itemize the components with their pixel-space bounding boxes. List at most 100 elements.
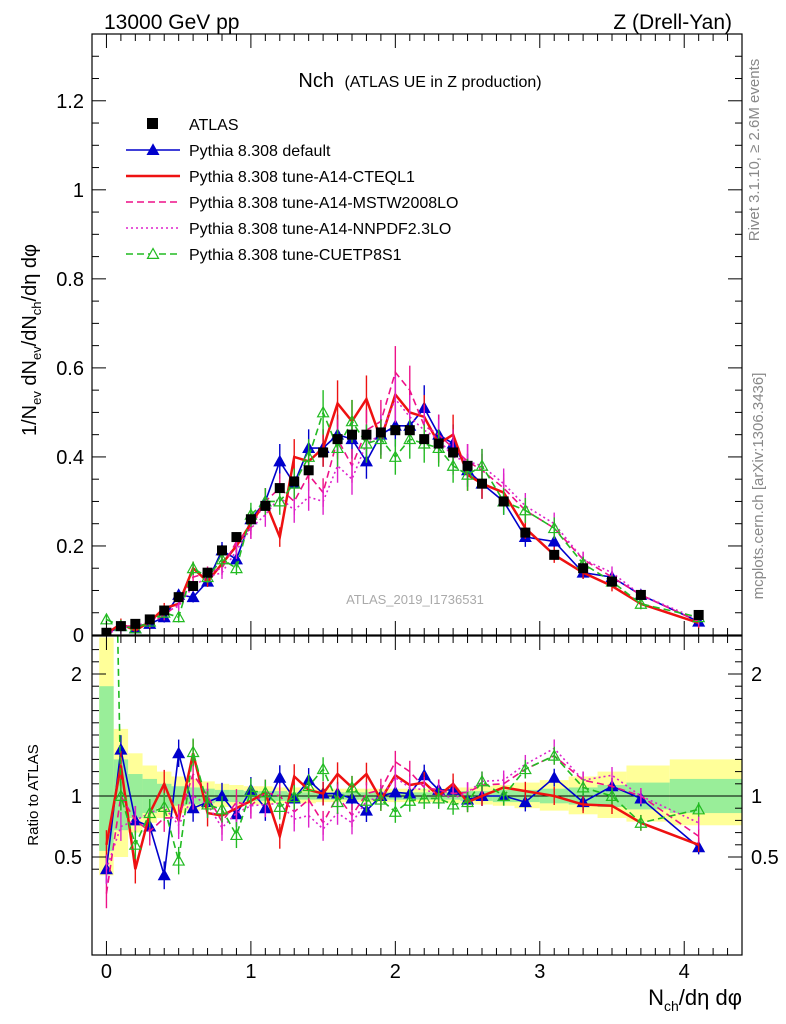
data-point — [217, 545, 227, 556]
ratio-data-point — [359, 794, 373, 806]
data-point — [518, 503, 532, 516]
ratio-series-line — [105, 754, 700, 894]
data-point — [461, 467, 475, 480]
upper-panel: 0 0.2 0.4 0.6 0.8 1 1.2 Nch (ATLAS UE in Z pro… — [19, 33, 743, 647]
ratio-axes: 0.5 0.5 1 1 2 2 — [54, 649, 779, 870]
data-point — [345, 414, 359, 427]
ratio-data-point — [258, 785, 272, 798]
ratio-series-layer — [99, 59, 706, 909]
data-point — [547, 534, 561, 547]
header-energy: 13000 GeV pp — [104, 11, 239, 34]
ratio-series-line — [105, 749, 700, 876]
ratio-series-line — [105, 747, 700, 870]
analysis-watermark: ATLAS_2019_I1736531 — [346, 592, 484, 607]
data-point — [231, 532, 242, 543]
data-point — [475, 459, 489, 471]
ratio-data-point — [403, 794, 417, 806]
ratio-data-point — [101, 59, 112, 69]
y-tick-label: 1.2 — [56, 91, 84, 113]
ratio-data-point — [417, 791, 431, 804]
ratio-data-point — [273, 800, 287, 812]
data-point — [331, 441, 345, 454]
ratio-data-point — [497, 789, 511, 802]
rivet-label-text: Rivet 3.1.10, ≥ 2.6M events — [746, 59, 763, 242]
ratio-data-point — [331, 795, 345, 808]
ratio-data-point — [215, 802, 229, 815]
ratio-data-point — [547, 770, 561, 783]
ratio-data-point — [316, 762, 330, 775]
legend-marker — [146, 143, 160, 155]
x-tick-label: 3 — [534, 961, 545, 983]
data-point — [273, 494, 287, 507]
ratio-data-point — [518, 762, 532, 775]
ratio-data-point — [547, 749, 561, 761]
data-point — [173, 592, 184, 603]
ratio-y-label-text: Ratio to ATLAS — [25, 744, 42, 845]
data-point — [634, 597, 648, 609]
legend-marker — [147, 118, 158, 129]
ratio-y-tick-label-right: 0.5 — [751, 847, 779, 869]
series-atlas — [101, 425, 704, 635]
data-point — [404, 425, 415, 436]
ratio-data-point — [475, 774, 489, 787]
header-process: Z (Drell-Yan) — [613, 11, 732, 34]
data-point — [446, 459, 460, 471]
data-point — [607, 576, 617, 587]
ratio-data-point — [634, 816, 648, 828]
rivet-label: Rivet 3.1.10, ≥ 2.6M events — [746, 59, 763, 242]
ratio-data-point — [388, 805, 402, 817]
ratio-band-inner — [99, 686, 114, 851]
data-point — [390, 425, 401, 436]
data-point — [260, 500, 271, 511]
legend-label: Pythia 8.308 tune-A14-NNPDF2.3LO — [189, 221, 451, 238]
legend-entry: Pythia 8.308 default — [126, 143, 331, 160]
data-point — [289, 476, 300, 487]
data-point — [403, 432, 417, 445]
ratio-y-label: Ratio to ATLAS — [25, 744, 42, 845]
data-point — [186, 561, 200, 574]
ratio-data-point — [172, 746, 186, 759]
ratio-data-point — [374, 792, 388, 805]
ratio-data-point — [388, 785, 402, 798]
legend-entry: Pythia 8.308 tune-CUETP8S1 — [126, 247, 402, 264]
series-pythia-8-308-tune-cuetp8s1 — [99, 390, 706, 634]
legend: ATLAS Pythia 8.308 default Pythia 8.308 tu… — [126, 117, 458, 264]
legend-entry: Pythia 8.308 tune-A14-MSTW2008LO — [126, 195, 458, 212]
data-point — [215, 552, 229, 565]
ratio-data-point — [114, 789, 128, 802]
ratio-y-tick-label: 0.5 — [54, 847, 82, 869]
data-point — [130, 618, 141, 629]
ratio-data-point — [518, 795, 532, 808]
data-point — [202, 567, 213, 578]
legend-label: ATLAS — [189, 117, 239, 134]
ratio-data-point — [287, 790, 301, 803]
y-axis-label: 1/Nev dNev/dNch/dη dφ — [19, 244, 44, 436]
ratio-data-point — [273, 770, 287, 783]
ratio-data-point — [229, 828, 243, 841]
data-point — [433, 438, 444, 449]
data-point — [520, 527, 531, 538]
x-axis: 0 1 2 3 4 — [91, 34, 743, 983]
mcplots-label-text: mcplots.cern.ch [arXiv:1306.3436] — [750, 373, 767, 600]
data-point — [144, 614, 155, 625]
ratio-data-point — [128, 838, 142, 850]
data-point — [388, 450, 402, 462]
data-point — [448, 447, 459, 458]
data-point — [547, 521, 561, 534]
data-point — [274, 483, 285, 494]
x-tick-label: 0 — [101, 961, 112, 983]
ratio-data-point — [446, 797, 460, 810]
data-point — [229, 561, 243, 574]
data-point — [361, 429, 372, 440]
ratio-data-point — [244, 784, 258, 797]
y-tick-label: 0.8 — [56, 269, 84, 291]
y-tick-label: 0.2 — [56, 536, 84, 558]
ratio-data-point — [157, 800, 171, 812]
ratio-data-point — [432, 791, 446, 804]
y-tick-label: 0.6 — [56, 358, 84, 380]
ratio-series-line — [105, 753, 700, 870]
chart-title-sub: (ATLAS UE in Z production) — [344, 74, 541, 91]
legend-entry: Pythia 8.308 tune-A14-NNPDF2.3LO — [126, 221, 451, 238]
data-point — [188, 581, 199, 592]
series-line — [106, 397, 699, 635]
